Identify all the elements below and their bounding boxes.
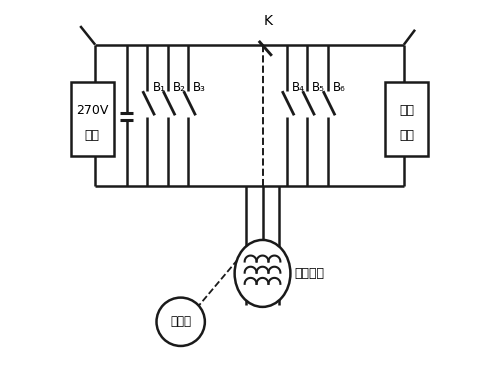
Text: B₂: B₂: [173, 81, 186, 94]
Circle shape: [157, 298, 205, 346]
Text: 起动: 起动: [399, 104, 414, 116]
Ellipse shape: [235, 240, 290, 307]
Text: B₅: B₅: [312, 81, 325, 94]
Text: 异步电机: 异步电机: [294, 267, 324, 280]
Text: K: K: [263, 14, 272, 28]
Text: 270V: 270V: [76, 104, 108, 116]
Text: 电源: 电源: [399, 129, 414, 142]
Text: 发动机: 发动机: [170, 315, 191, 328]
Text: B₃: B₃: [193, 81, 206, 94]
Bar: [385, 82, 428, 156]
Bar: [71, 82, 114, 156]
Text: B₆: B₆: [333, 81, 346, 94]
Text: B₁: B₁: [152, 81, 165, 94]
Text: 负载: 负载: [85, 129, 100, 142]
Text: B₄: B₄: [292, 81, 305, 94]
